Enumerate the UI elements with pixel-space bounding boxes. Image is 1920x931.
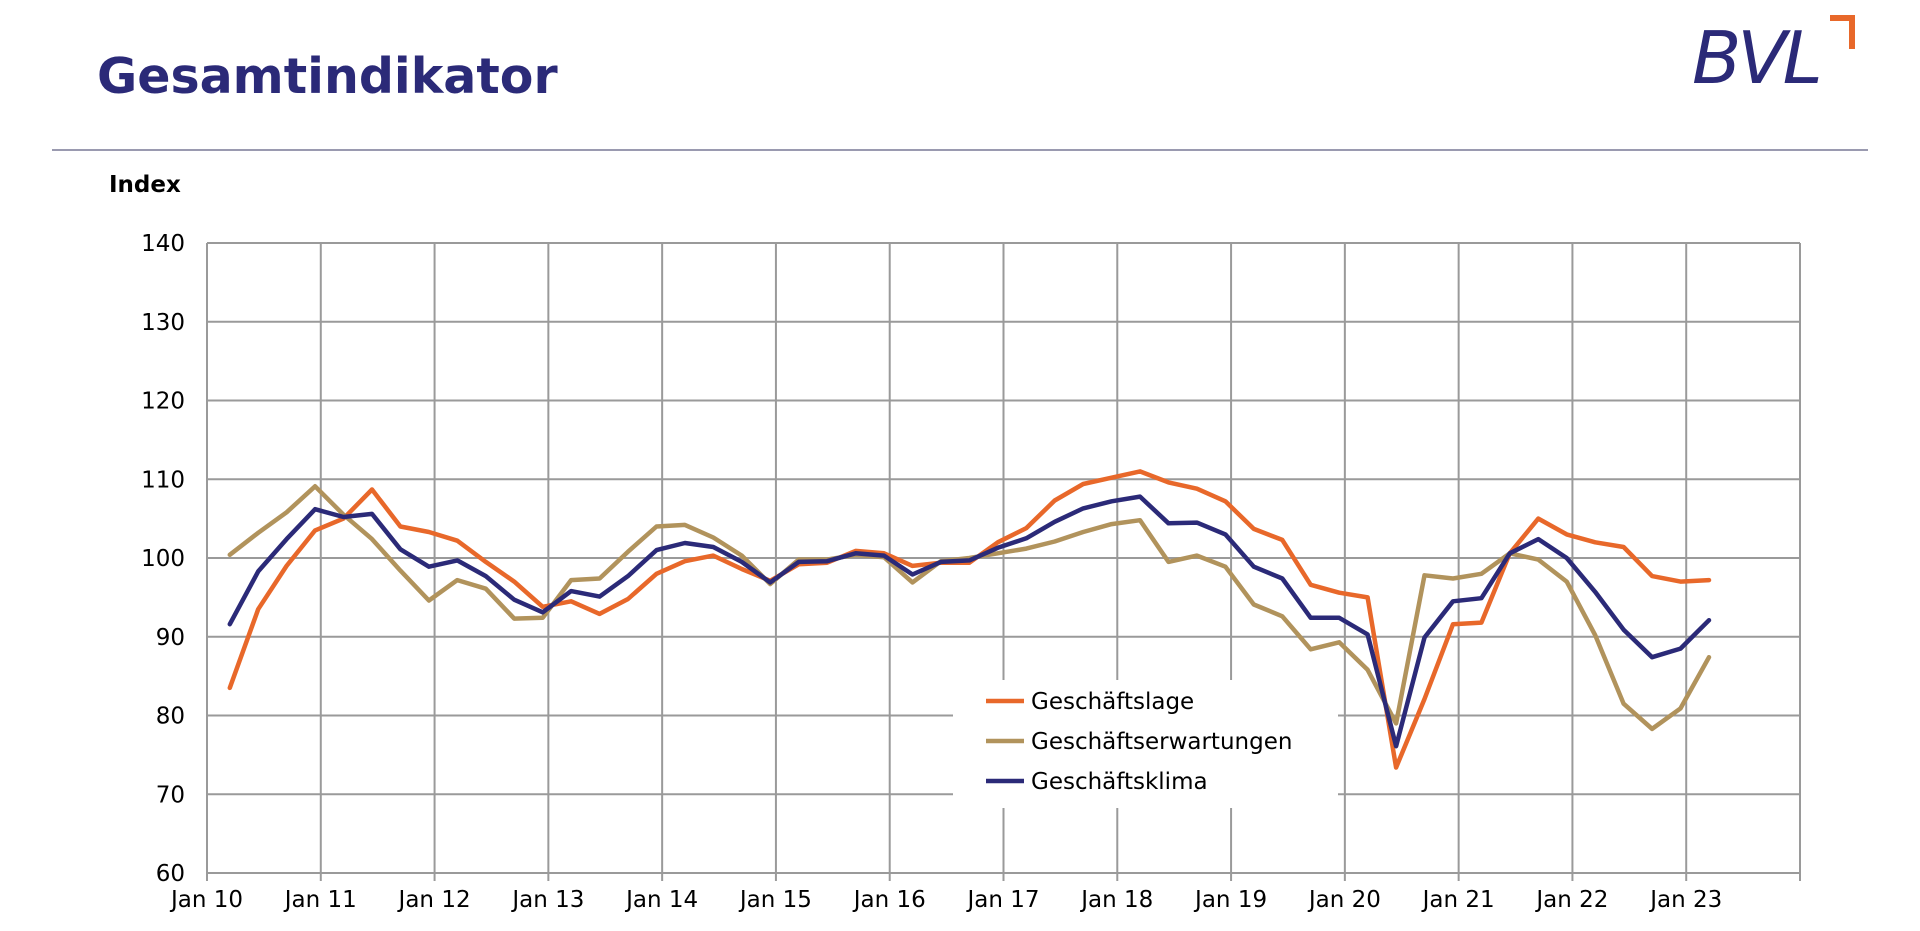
x-tick-label: Jan 20: [1307, 887, 1381, 913]
x-tick-label: Jan 11: [283, 887, 357, 913]
y-tick-label: 120: [141, 389, 185, 415]
legend-label: Geschäftsklima: [1031, 769, 1208, 795]
chart-legend: Geschäftslage Geschäftserwartungen Geschäf…: [953, 680, 1338, 808]
y-tick-label: 100: [141, 546, 185, 572]
y-tick-label: 130: [141, 310, 185, 336]
series-line: [227, 494, 1712, 749]
bvl-logo: BVL: [1680, 12, 1860, 102]
chart-axes: 60 70 80 90 100 110 120 130 140 Jan 10 Jan 11 Jan 1…: [109, 172, 1801, 913]
y-axis-label: Index: [109, 172, 181, 198]
chart-series: [227, 469, 1712, 770]
bvl-logo-corner-icon: [1830, 15, 1855, 49]
x-tick-label: Jan 13: [510, 887, 584, 913]
y-tick-label: 80: [156, 704, 185, 730]
line-chart: Geschäftslage Geschäftserwartungen Geschäf…: [109, 172, 1801, 913]
x-tick-label: Jan 17: [965, 887, 1039, 913]
x-tick-label: Jan 14: [624, 887, 698, 913]
x-tick-label: Jan 15: [738, 887, 812, 913]
x-tick-label: Jan 19: [1193, 887, 1267, 913]
series-line: [227, 469, 1712, 770]
bvl-logo-text: BVL: [1692, 16, 1823, 100]
y-tick-label: 60: [156, 861, 185, 887]
page-title: Gesamtindikator: [97, 48, 558, 105]
legend-label: Geschäftserwartungen: [1031, 729, 1292, 755]
x-tick-label: Jan 12: [397, 887, 471, 913]
y-tick-label: 70: [156, 782, 185, 808]
header-divider: [52, 149, 1868, 151]
y-tick-label: 110: [141, 467, 185, 493]
x-tick-label: Jan 21: [1421, 887, 1495, 913]
x-tick-label: Jan 16: [852, 887, 926, 913]
x-tick-label: Jan 18: [1079, 887, 1153, 913]
x-tick-label: Jan 10: [169, 887, 243, 913]
x-tick-label: Jan 22: [1534, 887, 1608, 913]
legend-label: Geschäftslage: [1031, 689, 1194, 715]
y-tick-label: 90: [156, 625, 185, 651]
x-tick-label: Jan 23: [1648, 887, 1722, 913]
chart-grid: [206, 242, 1801, 874]
y-tick-label: 140: [141, 231, 185, 257]
